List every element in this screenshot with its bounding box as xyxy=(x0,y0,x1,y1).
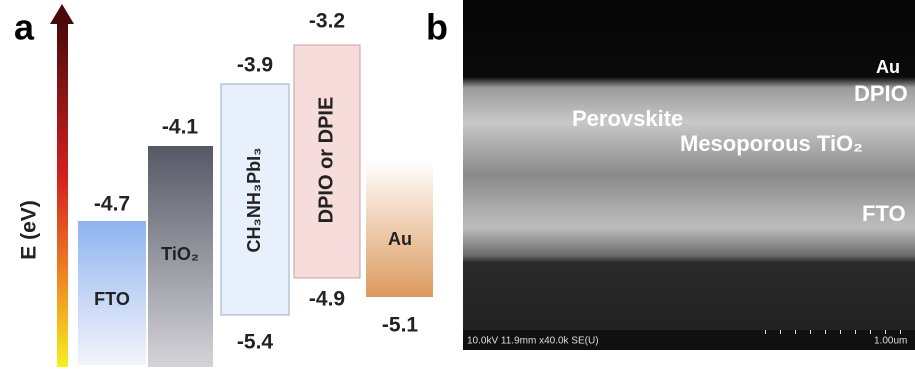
material-name: DPIO or DPIE xyxy=(315,97,337,224)
arrow-head xyxy=(50,4,74,24)
material-name: CH₃NH₃PbI₃ xyxy=(244,148,264,253)
level-label: -3.9 xyxy=(237,54,273,77)
panel-label: a xyxy=(14,7,35,48)
sem-image xyxy=(463,0,915,350)
level-label: -4.7 xyxy=(94,193,130,216)
panel-b: b Au DPIO Perovskite Mesoporous TiO₂ FTO… xyxy=(426,0,915,350)
energy-arrow xyxy=(57,22,68,367)
material-name: Au xyxy=(388,229,412,249)
info-text: 10.0kV 11.9mm x40.0k SE(U) xyxy=(467,336,599,347)
level-label: -5.4 xyxy=(237,331,274,354)
panel-a: a E (eV) -4.7 FTO -4.1 TiO₂ -3.9 -5.4 CH… xyxy=(14,4,433,367)
level-label: -4.9 xyxy=(309,288,345,311)
level-label: -4.1 xyxy=(162,116,199,139)
scale-text: 1.00um xyxy=(874,336,907,347)
annotation: FTO xyxy=(862,201,906,226)
material-name: TiO₂ xyxy=(161,244,199,264)
axis-label: E (eV) xyxy=(18,200,41,260)
annotation: DPIO xyxy=(854,81,908,106)
level-label: -3.2 xyxy=(309,10,345,33)
panel-label: b xyxy=(426,7,448,48)
figure: a E (eV) -4.7 FTO -4.1 TiO₂ -3.9 -5.4 CH… xyxy=(0,0,915,369)
material-name: FTO xyxy=(94,289,130,309)
annotation: Au xyxy=(876,57,900,77)
annotation: Mesoporous TiO₂ xyxy=(680,131,863,156)
annotation: Perovskite xyxy=(572,106,683,131)
level-label: -5.1 xyxy=(382,314,419,337)
